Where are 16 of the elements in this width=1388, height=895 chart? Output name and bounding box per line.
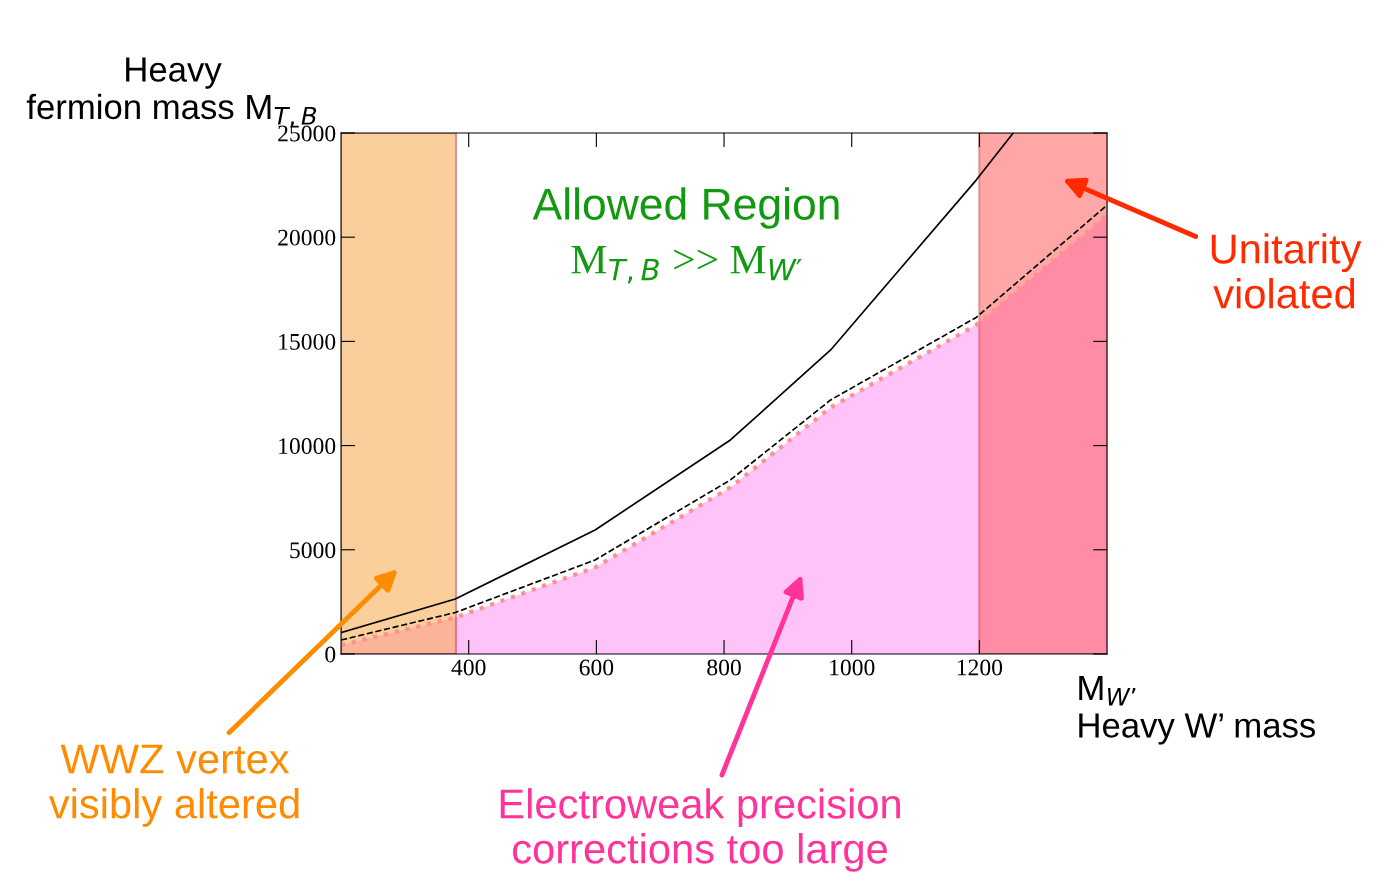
x-tick-label: 800 [707, 659, 741, 676]
x-axis-title: M$_{W’}$ Heavy W’ mass [1079, 676, 1316, 745]
y-tick-label: 10000 [279, 438, 336, 455]
y-tick-label: 5000 [290, 542, 336, 559]
text: WWZ vertex visibly altered [48, 744, 299, 827]
annotation: Allowed Region [532, 187, 839, 229]
x-tick-label: 1000 [830, 659, 875, 676]
y-tick-label: 20000 [278, 229, 336, 246]
x-tick-label: 600 [579, 659, 614, 676]
y-tick-label: 0 [325, 646, 336, 663]
text: Unitarity violated [1211, 233, 1362, 309]
x-tick-label: 400 [451, 659, 486, 676]
y-tick-label: 15000 [279, 333, 336, 350]
annotation: M$_{T,B}$ >> M$_{W′}$ [571, 246, 802, 284]
text: Electroweak precision corrections too large [500, 788, 900, 872]
x-tick-label: 1200 [957, 659, 1003, 676]
